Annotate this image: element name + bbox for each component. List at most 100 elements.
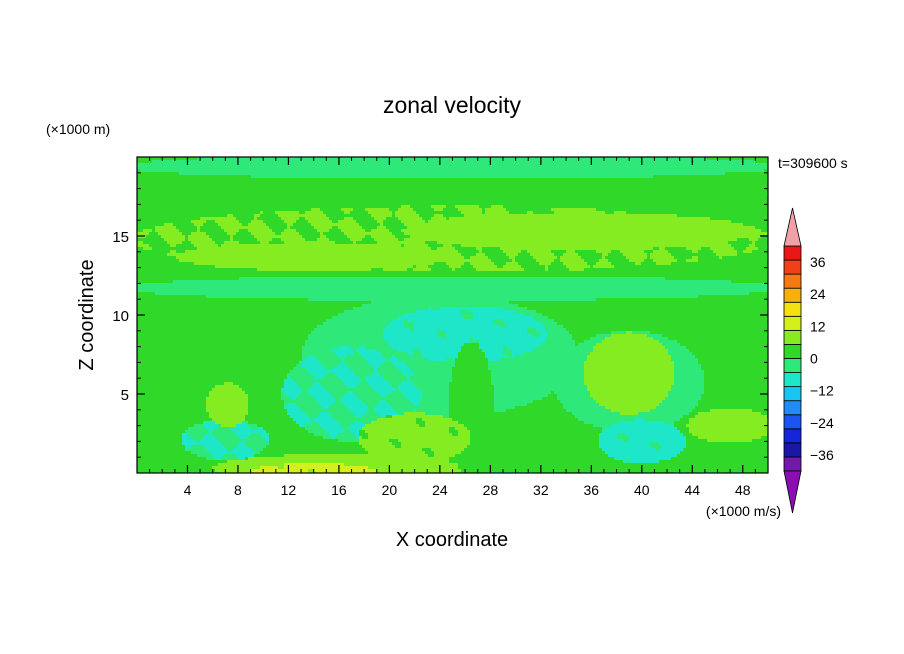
heatmap-cell	[668, 250, 693, 254]
heatmap-cell	[752, 241, 756, 245]
heatmap-cell	[194, 244, 219, 248]
heatmap-cell	[326, 388, 375, 392]
heatmap-cell	[461, 469, 768, 473]
heatmap-cell	[365, 430, 450, 434]
heatmap-cell	[191, 232, 207, 236]
heatmap-cell	[428, 307, 432, 311]
heatmap-cell	[251, 433, 261, 437]
heatmap-cell	[590, 265, 594, 269]
colorbar-swatch	[783, 259, 802, 275]
heatmap-cell	[704, 379, 768, 383]
heatmap-cell	[464, 343, 480, 347]
heatmap-cell	[662, 400, 699, 404]
heatmap-cell	[305, 427, 324, 431]
heatmap-cell	[230, 427, 252, 431]
heatmap-cell	[572, 412, 621, 416]
y-tick-label: 15	[112, 229, 129, 246]
heatmap-cell	[626, 331, 633, 335]
heatmap-cell	[287, 223, 294, 227]
heatmap-cell	[614, 211, 627, 215]
x-tick-label: 32	[533, 482, 549, 498]
heatmap-cell	[554, 211, 606, 215]
heatmap-cell	[614, 265, 768, 269]
heatmap-cell	[386, 358, 390, 362]
heatmap-cell	[254, 217, 258, 221]
heatmap-cell	[239, 229, 249, 233]
heatmap-cell	[329, 412, 354, 416]
y-axis-label: Z coordinate	[76, 259, 98, 370]
heatmap-cell	[593, 346, 666, 350]
heatmap-cell	[413, 328, 438, 332]
heatmap-cell	[602, 448, 657, 452]
heatmap-cell	[506, 325, 546, 329]
heatmap-cell	[677, 214, 769, 218]
heatmap-cell	[755, 160, 768, 164]
heatmap-cell	[323, 427, 345, 431]
heatmap-cell	[200, 217, 237, 221]
colorbar-swatch	[783, 315, 802, 331]
heatmap-cell	[233, 382, 285, 386]
heatmap-cell	[281, 238, 306, 242]
heatmap-cell	[383, 223, 405, 227]
heatmap-cell	[431, 307, 441, 311]
heatmap-cell	[323, 322, 390, 326]
heatmap-cell	[668, 391, 705, 395]
heatmap-cell	[236, 424, 249, 428]
heatmap-cell	[335, 418, 378, 422]
heatmap-cell	[494, 391, 552, 395]
heatmap-cell	[287, 409, 303, 413]
heatmap-cell	[584, 379, 675, 383]
heatmap-cell	[344, 232, 393, 236]
heatmap-cell	[212, 238, 231, 242]
heatmap-cell	[413, 409, 417, 413]
heatmap-cell	[404, 373, 414, 377]
heatmap-cell	[434, 214, 444, 218]
heatmap-cell	[710, 409, 753, 413]
heatmap-cell	[182, 439, 195, 443]
heatmap-cell	[137, 214, 228, 218]
heatmap-cell	[557, 322, 769, 326]
heatmap-cell	[221, 244, 402, 248]
heatmap-cell	[470, 439, 600, 443]
heatmap-cell	[137, 178, 769, 182]
heatmap-cell	[545, 268, 549, 272]
heatmap-cell	[683, 448, 769, 452]
heatmap-cell	[539, 331, 549, 335]
heatmap-cell	[731, 280, 769, 284]
x-tick-label: 16	[331, 482, 347, 498]
heatmap-cell	[404, 313, 462, 317]
heatmap-cell	[707, 157, 769, 161]
heatmap-cell	[317, 421, 339, 425]
heatmap-cell	[701, 247, 711, 251]
heatmap-cell	[152, 229, 156, 233]
heatmap-cell	[656, 406, 696, 410]
heatmap-cell	[566, 328, 768, 332]
heatmap-cell	[233, 430, 267, 434]
heatmap-cell	[350, 238, 363, 242]
heatmap-cell	[431, 205, 447, 209]
heatmap-cell	[629, 460, 660, 464]
heatmap-cell	[509, 256, 516, 260]
heatmap-cell	[416, 385, 450, 389]
heatmap-cell	[341, 229, 366, 233]
heatmap-cell	[245, 421, 249, 425]
heatmap-cell	[311, 418, 315, 422]
heatmap-cell	[332, 415, 357, 419]
heatmap-cell	[512, 349, 534, 353]
heatmap-cell	[698, 400, 769, 404]
heatmap-cell	[353, 208, 366, 212]
heatmap-cell	[410, 235, 762, 239]
heatmap-cell	[182, 433, 189, 437]
heatmap-cell	[308, 415, 318, 419]
heatmap-cell	[734, 247, 747, 251]
heatmap-cell	[353, 433, 360, 437]
heatmap-cell	[137, 427, 189, 431]
heatmap-cell	[470, 262, 495, 266]
heatmap-cell	[347, 427, 363, 431]
heatmap-cell	[236, 232, 252, 236]
heatmap-cell	[179, 259, 492, 263]
heatmap-cell	[344, 358, 366, 362]
heatmap-cell	[374, 217, 387, 221]
heatmap-cell	[137, 433, 183, 437]
